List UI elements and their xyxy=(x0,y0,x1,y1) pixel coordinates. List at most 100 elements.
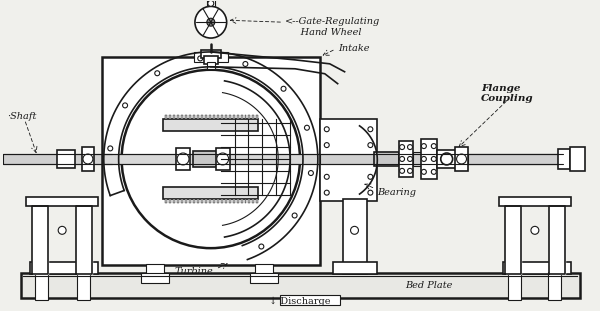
Circle shape xyxy=(292,213,297,218)
Bar xyxy=(217,115,219,119)
Bar xyxy=(250,273,278,283)
Circle shape xyxy=(108,146,113,151)
Circle shape xyxy=(400,145,404,150)
Bar xyxy=(224,199,227,202)
Bar xyxy=(469,154,563,164)
Bar xyxy=(193,151,229,167)
Bar xyxy=(229,199,230,202)
Circle shape xyxy=(441,153,452,165)
Bar xyxy=(253,115,254,119)
Circle shape xyxy=(350,226,358,234)
Bar xyxy=(207,0,215,6)
Bar xyxy=(245,115,247,119)
Bar xyxy=(57,150,75,168)
Bar xyxy=(197,199,199,202)
Bar xyxy=(213,115,215,119)
Bar xyxy=(205,199,207,202)
Circle shape xyxy=(368,190,373,195)
Bar xyxy=(201,50,221,58)
Bar xyxy=(241,115,242,119)
Text: Turbine: Turbine xyxy=(175,267,214,276)
Circle shape xyxy=(304,125,310,130)
Bar xyxy=(245,199,247,202)
Circle shape xyxy=(407,168,412,173)
Circle shape xyxy=(400,156,404,161)
Bar xyxy=(499,197,571,206)
Text: ↓ Discharge: ↓ Discharge xyxy=(269,297,331,306)
Circle shape xyxy=(198,56,203,61)
Circle shape xyxy=(421,144,427,149)
Bar xyxy=(253,199,254,202)
Circle shape xyxy=(308,170,313,175)
Bar xyxy=(399,141,413,177)
Bar xyxy=(233,199,235,202)
Bar xyxy=(201,199,203,202)
Bar xyxy=(217,199,219,202)
Bar xyxy=(82,147,94,171)
Circle shape xyxy=(431,156,436,161)
Bar xyxy=(193,115,195,119)
Circle shape xyxy=(400,168,404,173)
Bar xyxy=(421,139,437,179)
Bar xyxy=(256,199,259,202)
Bar xyxy=(26,197,98,206)
Circle shape xyxy=(531,226,539,234)
Bar xyxy=(177,115,179,119)
Bar xyxy=(176,148,190,170)
Bar xyxy=(413,152,421,166)
Circle shape xyxy=(217,153,229,165)
Circle shape xyxy=(243,62,248,67)
Circle shape xyxy=(324,143,329,148)
Bar xyxy=(557,149,569,169)
Circle shape xyxy=(431,169,436,174)
Bar xyxy=(455,147,469,171)
Text: Flange
Coupling: Flange Coupling xyxy=(481,84,534,103)
Circle shape xyxy=(155,71,160,76)
Bar xyxy=(207,62,215,69)
Circle shape xyxy=(58,226,66,234)
Bar xyxy=(177,199,179,202)
Bar xyxy=(165,115,167,119)
Bar xyxy=(233,115,235,119)
Circle shape xyxy=(324,174,329,179)
Bar xyxy=(181,115,183,119)
Bar xyxy=(569,147,586,171)
Bar xyxy=(333,262,377,274)
Bar xyxy=(205,115,207,119)
Circle shape xyxy=(207,18,215,26)
Text: ·Shaft: ·Shaft xyxy=(8,112,37,121)
Circle shape xyxy=(259,244,264,249)
Bar xyxy=(241,199,242,202)
Polygon shape xyxy=(549,206,565,274)
Circle shape xyxy=(122,70,300,248)
Circle shape xyxy=(208,0,214,6)
Bar xyxy=(229,115,230,119)
Circle shape xyxy=(324,190,329,195)
Circle shape xyxy=(324,159,329,163)
Bar xyxy=(189,115,191,119)
Circle shape xyxy=(431,144,436,149)
Bar xyxy=(169,199,171,202)
Bar xyxy=(374,152,399,166)
Circle shape xyxy=(368,143,373,148)
Bar xyxy=(320,119,377,201)
Bar xyxy=(209,199,211,202)
Circle shape xyxy=(177,153,189,165)
Bar xyxy=(165,199,167,202)
Bar xyxy=(185,115,187,119)
Bar xyxy=(163,119,259,131)
Bar xyxy=(256,264,273,274)
Bar xyxy=(508,272,521,300)
Circle shape xyxy=(368,174,373,179)
Bar xyxy=(142,273,169,283)
Bar xyxy=(221,199,223,202)
Bar xyxy=(35,272,48,300)
Bar xyxy=(197,115,199,119)
Circle shape xyxy=(324,127,329,132)
Polygon shape xyxy=(32,206,48,274)
Bar xyxy=(2,154,112,164)
Bar xyxy=(248,115,250,119)
Circle shape xyxy=(195,6,227,38)
Bar xyxy=(221,115,223,119)
Bar xyxy=(548,272,560,300)
